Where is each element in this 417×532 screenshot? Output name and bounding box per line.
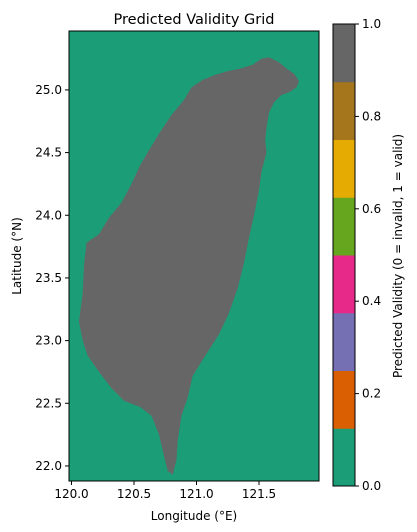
colorbar-tick-label: 0.0 [362,479,381,493]
colorbar-frame [332,23,356,487]
colorbar-segment [333,428,355,487]
y-tick-label: 23.5 [35,271,62,285]
colorbar-segment [333,24,355,83]
colorbar-tick-label: 1.0 [362,17,381,31]
chart-title: Predicted Validity Grid [114,12,275,28]
colorbar-tick-label: 0.4 [362,294,381,308]
colorbar: 0.0 0.2 0.4 0.6 0.8 1.0 [332,17,381,493]
x-tick-label: 120.5 [117,487,151,501]
y-tick-label: 25.0 [35,83,62,97]
y-tick-label: 22.5 [35,396,62,410]
colorbar-tick-label: 0.6 [362,202,381,216]
y-axis-label: Latitude (°N) [10,217,24,295]
x-tick-label: 121.0 [179,487,213,501]
colorbar-segment [333,139,355,198]
y-axis-ticks: 22.0 22.5 23.0 23.5 24.0 24.5 25.0 [35,83,69,473]
colorbar-segment [333,255,355,314]
plot-area [68,30,320,482]
colorbar-segment [333,312,355,371]
colorbar-tick-label: 0.8 [362,109,381,123]
y-tick-label: 24.0 [35,208,62,222]
colorbar-label: Predicted Validity (0 = invalid, 1 = val… [391,134,405,378]
island-valid-region [79,57,299,475]
plot-frame [68,30,320,482]
y-tick-label: 22.0 [35,459,62,473]
colorbar-segment [333,370,355,429]
x-axis-ticks: 120.0 120.5 121.0 121.5 [54,481,276,501]
x-tick-label: 121.5 [242,487,276,501]
x-axis-label: Longitude (°E) [151,509,237,523]
colorbar-segment [333,197,355,256]
colorbar-tick-label: 0.2 [362,387,381,401]
colorbar-segment [333,81,355,140]
y-tick-label: 24.5 [35,146,62,160]
y-tick-label: 23.0 [35,334,62,348]
x-tick-label: 120.0 [54,487,88,501]
